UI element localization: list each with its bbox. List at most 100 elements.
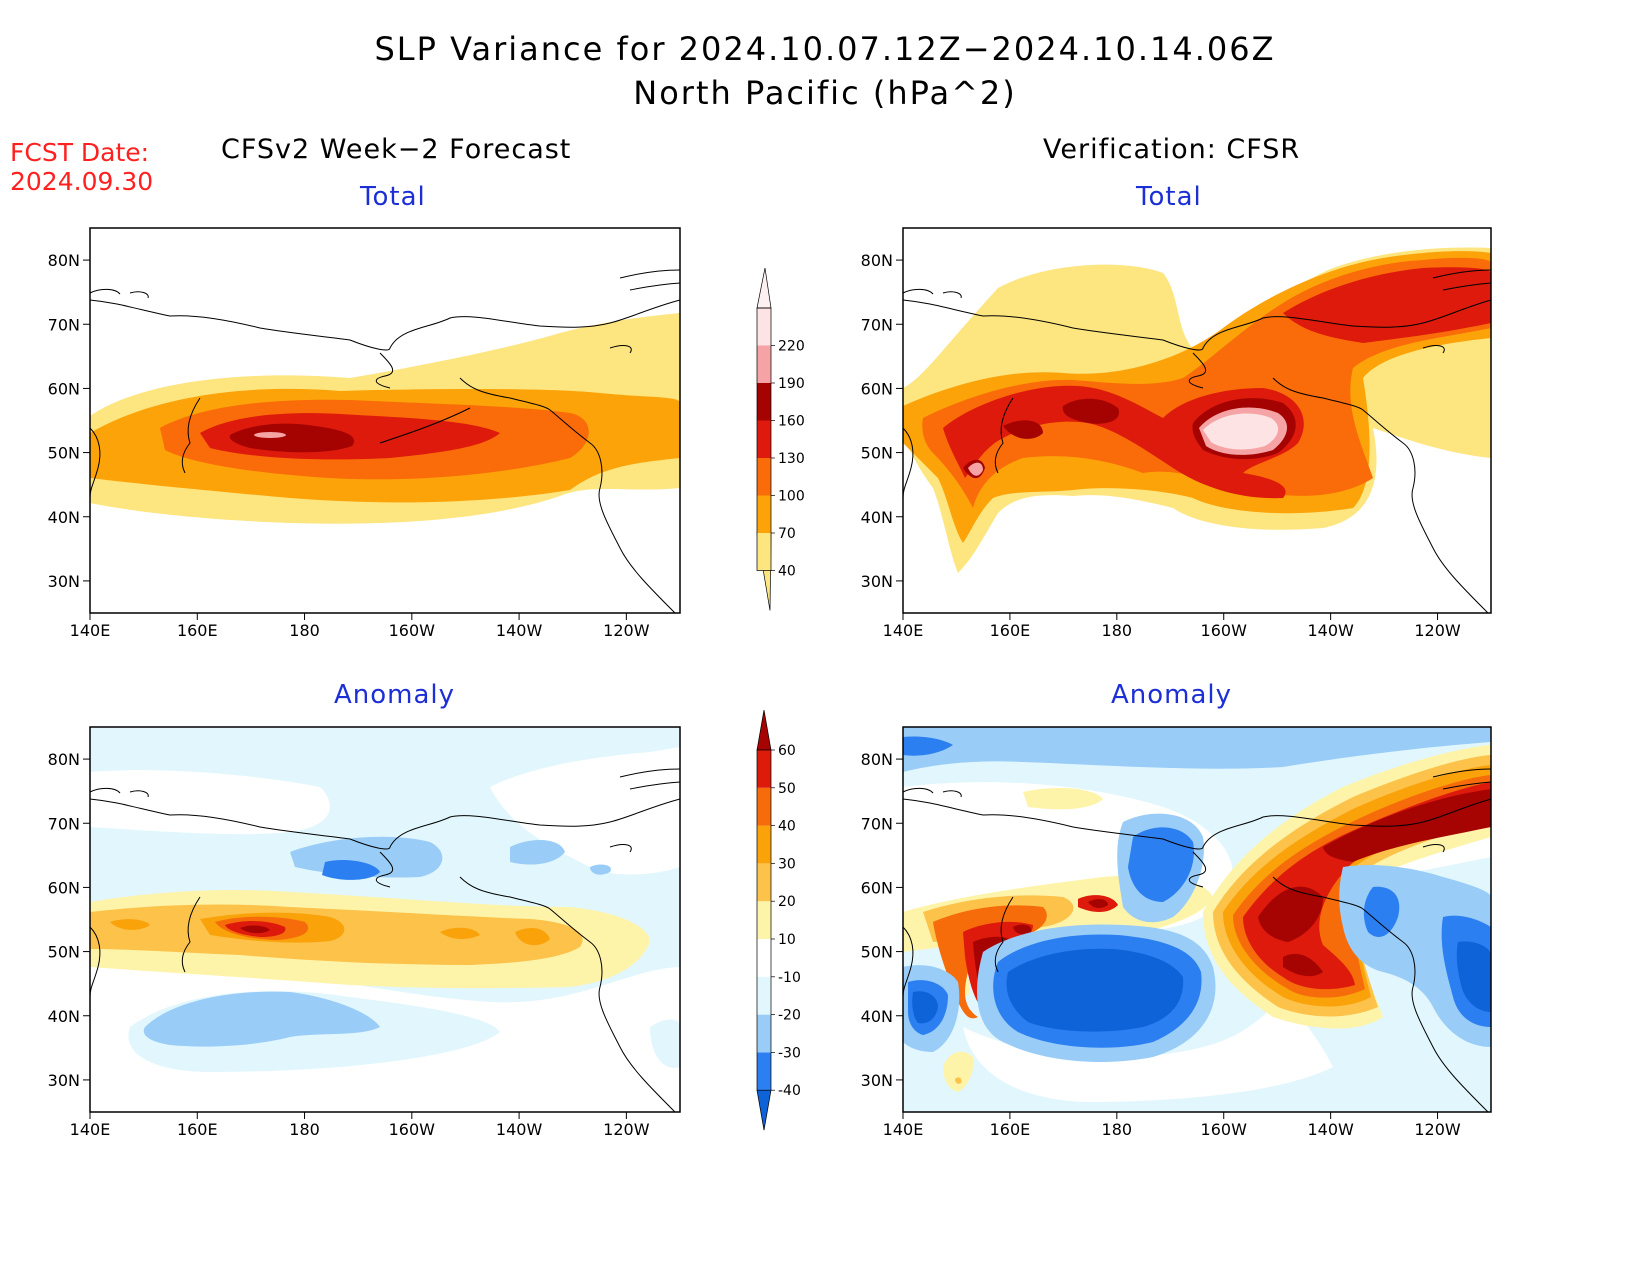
colorbar-label: 130 bbox=[778, 451, 805, 467]
y-tick-label: 70N bbox=[861, 814, 893, 833]
fill-layer bbox=[90, 313, 680, 524]
x-tick-label: 160E bbox=[990, 621, 1031, 640]
y-tick-label: 30N bbox=[861, 1071, 893, 1090]
y-tick-label: 70N bbox=[861, 315, 893, 334]
coastline-layer bbox=[89, 269, 681, 614]
colorbar-tip-high bbox=[756, 267, 772, 309]
forecast-date-block: FCST Date: 2024.09.30 bbox=[10, 138, 153, 196]
colorbar-swatch bbox=[757, 901, 771, 939]
y-tick-label: 60N bbox=[48, 379, 80, 398]
fill-layer bbox=[90, 727, 680, 1112]
y-tick-label: 80N bbox=[48, 750, 80, 769]
x-tick-label: 180 bbox=[289, 1120, 320, 1139]
verification-total-map: 140E 160E 180 160W 140W 120W 80N 70N 60N 50N 40N 30… bbox=[861, 227, 1492, 640]
fill-layer bbox=[903, 727, 1491, 1112]
coastline-layer bbox=[902, 269, 1492, 614]
y-tick-label: 50N bbox=[861, 444, 893, 463]
total-colorbar: 40 70 100 130 160 190 220 bbox=[756, 267, 805, 611]
colorbar-swatch bbox=[757, 939, 771, 977]
verification-anomaly-title: Anomaly bbox=[1111, 680, 1233, 710]
y-tick-label: 50N bbox=[861, 943, 893, 962]
colorbar-swatch bbox=[757, 1014, 771, 1053]
forecast-total-map: 140E 160E 180 160W 140W 120W 80N 70N 60N 50N 40N 30… bbox=[48, 227, 681, 640]
y-tick-label: 80N bbox=[48, 251, 80, 270]
map-frame bbox=[902, 227, 1492, 614]
x-tick-label: 140W bbox=[1307, 1120, 1354, 1139]
colorbar-label: 40 bbox=[778, 819, 796, 835]
fcst-date-label: FCST Date: bbox=[10, 138, 150, 167]
right-column-title: Verification: CFSR bbox=[1043, 134, 1301, 165]
x-tick-label: 180 bbox=[1102, 1120, 1133, 1139]
x-tick-label: 180 bbox=[289, 621, 320, 640]
colorbar-swatch bbox=[757, 863, 771, 902]
axes: 140E 160E 180 160W 140W 120W 80N 70N 60N 50N 40N 30… bbox=[861, 750, 1461, 1139]
x-tick-label: 160E bbox=[177, 1120, 218, 1139]
colorbar-swatch bbox=[757, 495, 771, 533]
colorbar-swatch bbox=[757, 383, 771, 421]
colorbar-label: 100 bbox=[778, 489, 805, 505]
x-tick-label: 180 bbox=[1102, 621, 1133, 640]
axes: 140E 160E 180 160W 140W 120W 80N 70N 60N 50N 40N 30… bbox=[48, 750, 650, 1139]
colorbar-label: 160 bbox=[778, 414, 805, 430]
map-frame bbox=[89, 726, 681, 1113]
colorbar-label: 70 bbox=[778, 526, 796, 542]
x-tick-label: 120W bbox=[1414, 1120, 1461, 1139]
x-tick-label: 140W bbox=[1307, 621, 1354, 640]
fcst-date-value: 2024.09.30 bbox=[10, 167, 154, 196]
colorbar-label: 60 bbox=[778, 743, 796, 759]
coastline-layer bbox=[89, 768, 681, 1113]
y-tick-label: 80N bbox=[861, 750, 893, 769]
x-tick-label: 160E bbox=[177, 621, 218, 640]
y-tick-label: 70N bbox=[48, 315, 80, 334]
y-tick-label: 60N bbox=[861, 379, 893, 398]
main-title: SLP Variance for 2024.10.07.12Z−2024.10.… bbox=[374, 30, 1276, 68]
y-tick-label: 60N bbox=[861, 878, 893, 897]
colorbar-label: -40 bbox=[778, 1083, 801, 1099]
y-tick-label: 80N bbox=[861, 251, 893, 270]
colorbar-label: -30 bbox=[778, 1045, 801, 1061]
x-tick-label: 140E bbox=[70, 1120, 111, 1139]
axes: 140E 160E 180 160W 140W 120W 80N 70N 60N 50N 40N 30… bbox=[48, 251, 650, 640]
x-tick-label: 120W bbox=[603, 621, 650, 640]
x-tick-label: 120W bbox=[603, 1120, 650, 1139]
colorbar-label: 40 bbox=[778, 564, 796, 580]
axes: 140E 160E 180 160W 140W 120W 80N 70N 60N 50N 40N 30… bbox=[861, 251, 1461, 640]
verification-total-title: Total bbox=[1136, 182, 1202, 212]
y-tick-label: 30N bbox=[861, 572, 893, 591]
y-tick-label: 50N bbox=[48, 444, 80, 463]
x-tick-label: 160W bbox=[1201, 621, 1248, 640]
x-tick-label: 140W bbox=[496, 621, 543, 640]
colorbar-label: 220 bbox=[778, 339, 805, 355]
colorbar-tip-high bbox=[756, 709, 772, 751]
anomaly-colorbar: -40 -30 -20 -10 10 20 30 40 50 60 bbox=[756, 709, 801, 1131]
x-tick-label: 160E bbox=[990, 1120, 1031, 1139]
colorbar-swatch bbox=[757, 976, 771, 1015]
y-tick-label: 60N bbox=[48, 878, 80, 897]
y-tick-label: 40N bbox=[48, 1007, 80, 1026]
y-tick-label: 30N bbox=[48, 572, 80, 591]
x-tick-label: 120W bbox=[1414, 621, 1461, 640]
coastline-layer bbox=[902, 768, 1492, 1113]
colorbar-swatch bbox=[757, 420, 771, 458]
x-tick-label: 140W bbox=[496, 1120, 543, 1139]
colorbar-label: -10 bbox=[778, 970, 801, 986]
colorbar-label: 190 bbox=[778, 376, 805, 392]
colorbar-swatch bbox=[757, 787, 771, 826]
colorbar-label: 50 bbox=[778, 781, 796, 797]
x-tick-label: 160W bbox=[389, 621, 436, 640]
y-tick-label: 40N bbox=[48, 508, 80, 527]
colorbar-frame bbox=[756, 749, 772, 1091]
colorbar-swatch bbox=[757, 308, 771, 346]
main-subtitle: North Pacific (hPa^2) bbox=[633, 74, 1017, 112]
map-frame bbox=[89, 227, 681, 614]
x-tick-label: 140E bbox=[883, 1120, 924, 1139]
colorbar-label: 10 bbox=[778, 932, 796, 948]
y-tick-label: 30N bbox=[48, 1071, 80, 1090]
colorbar-swatch bbox=[757, 345, 771, 383]
fill-layer bbox=[903, 247, 1491, 573]
y-tick-label: 40N bbox=[861, 1007, 893, 1026]
forecast-anomaly-map: 140E 160E 180 160W 140W 120W 80N 70N 60N 50N 40N 30… bbox=[48, 726, 681, 1139]
verification-anomaly-map: 140E 160E 180 160W 140W 120W 80N 70N 60N 50N 40N 30… bbox=[861, 726, 1492, 1139]
x-tick-label: 160W bbox=[1201, 1120, 1248, 1139]
colorbar-tip-low bbox=[756, 1089, 772, 1131]
